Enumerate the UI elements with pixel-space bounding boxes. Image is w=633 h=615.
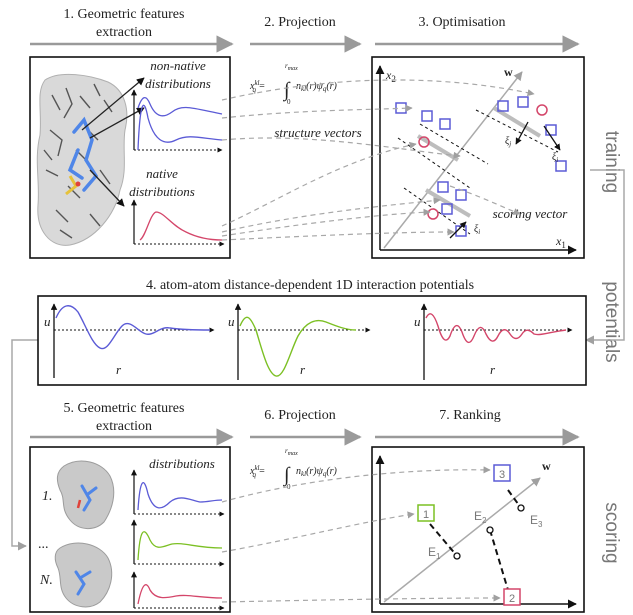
potentials-to-scoring-connector [11,339,38,551]
svg-text:0: 0 [287,483,291,491]
potential-r-label-1: r [116,362,122,377]
step1-title-line2: extraction [96,25,152,40]
protein-structure-image [36,73,128,246]
distributions-label: distributions [149,456,215,471]
decoy-1-structure-image [56,460,115,529]
arrow-to-nonnative-1 [81,77,145,131]
ranking-box-2-label: 2 [509,593,515,605]
ranking-plot [375,455,577,609]
xi-i-label-2: ξi [474,224,480,236]
svg-text:∫: ∫ [282,464,291,487]
svg-text:0: 0 [287,98,291,106]
energy-e2-label: E2 [474,509,487,525]
nonnative-distribution-plot [131,89,223,153]
svg-text:rmax: rmax [285,62,298,72]
step3-title: 3. Optimisation [418,15,505,30]
decoy-1-distribution-plot [131,469,225,517]
native-label: native [146,166,178,181]
svg-text:nkl(r)ψq(r): nkl(r)ψq(r) [296,466,338,478]
ranking-box-3-label: 3 [499,469,505,481]
decoy-2-distribution-plot [131,519,225,567]
axis-x1-label: x1 [555,234,566,250]
arrow-to-native [89,169,125,207]
arrow-to-nonnative-2 [89,107,145,139]
energy-e1-label: E1 [428,545,441,561]
step5-title-line2: extraction [96,419,152,434]
side-label-training: training [601,131,622,193]
scoring-vector-label: scoring vector [493,206,569,221]
potential-u-label-1: u [44,314,51,329]
decoy-dots-label: ... [38,537,49,552]
axis-x2-label: x2 [385,68,396,84]
potential-plot-blue [50,303,215,378]
training-to-potentials-connector [585,169,625,345]
structure-vectors-label: structure vectors [274,125,361,140]
decoy-n-label: N. [39,573,53,588]
step4-title: 4. atom-atom distance-dependent 1D inter… [146,278,474,293]
side-label-scoring: scoring [601,502,622,563]
step2-title: 2. Projection [264,15,336,30]
energy-e3-label: E3 [530,513,543,529]
potential-r-label-2: r [300,362,306,377]
panel-ranking [371,446,585,613]
step7-title: 7. Ranking [439,408,500,423]
optimisation-plot [375,65,577,255]
xi-i-label: ξi [552,152,558,164]
projection-formula-2: xkl q = ∫ rmax 0 nkl(r)ψq(r) [249,447,338,491]
potential-u-label-2: u [228,314,235,329]
panel-optimisation [371,56,585,259]
svg-text:rmax: rmax [285,447,298,457]
decoy-n-structure-image [54,542,113,608]
training-projection-arrows [221,79,535,241]
nonnative-label: non-native [150,58,206,73]
step1-title: 1. Geometric features [64,7,185,22]
w-label: w [504,65,513,79]
potential-plot-red [420,303,573,380]
svg-text:nkl(r)ψq(r): nkl(r)ψq(r) [296,81,338,93]
potential-plot-green [234,303,371,380]
side-label-potentials: potentials [601,281,622,362]
nonnative-label-line2: distributions [145,76,211,91]
ranking-box-1-label: 1 [423,509,429,521]
decoy-1-label: 1. [42,489,53,504]
step5-title: 5. Geometric features [64,401,185,416]
decoy-n-distribution-plot [131,571,225,611]
native-distribution-plot [131,199,225,247]
scoring-projection-arrows [221,466,501,603]
svg-text:∫: ∫ [282,79,291,102]
potential-u-label-3: u [414,314,421,329]
ranking-w-label: w [542,459,551,473]
potential-r-label-3: r [490,362,496,377]
projection-formula-1: xkl q = ∫ rmax 0 nkl(r)ψq(r) [249,62,338,106]
native-label-line2: distributions [129,184,195,199]
step6-title: 6. Projection [264,408,336,423]
xi-j-label: ξj [505,136,511,148]
